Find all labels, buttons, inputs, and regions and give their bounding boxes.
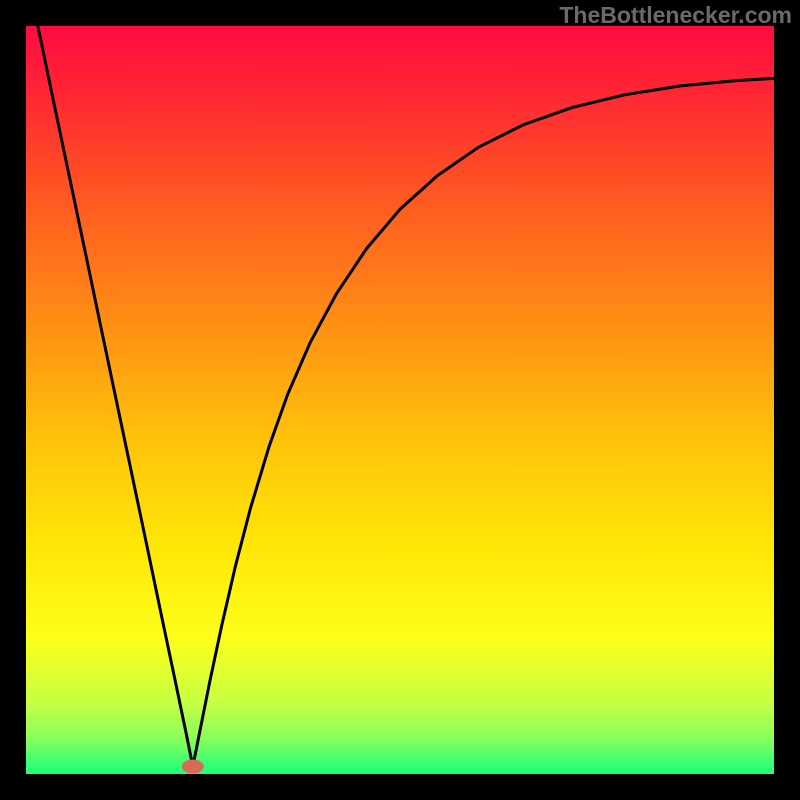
gradient-background [26, 26, 774, 774]
figure-canvas: TheBottlenecker.com [0, 0, 800, 800]
watermark-text: TheBottlenecker.com [559, 2, 792, 29]
minimum-marker [182, 760, 204, 774]
plot-area [26, 26, 774, 774]
